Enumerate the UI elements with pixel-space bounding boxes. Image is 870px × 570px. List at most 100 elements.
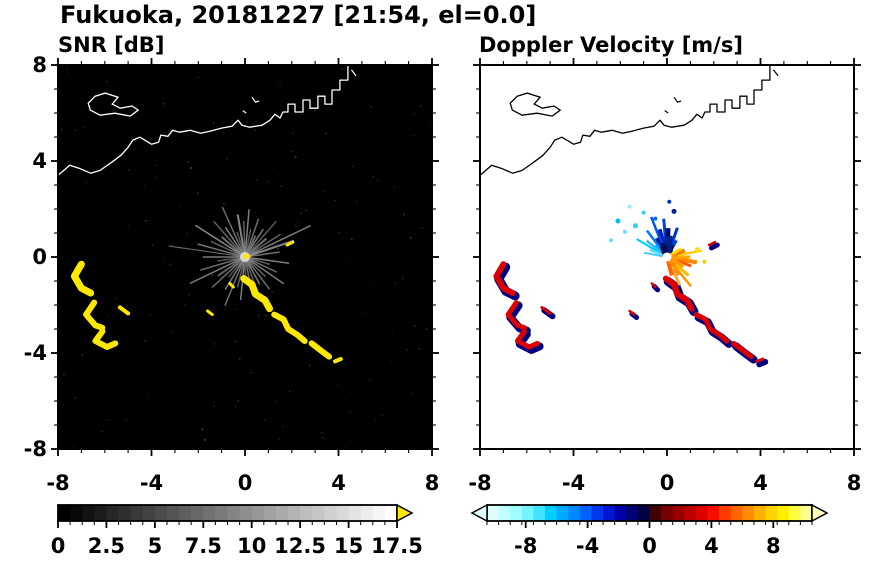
radar-beam-streak [669, 247, 682, 257]
snr-echo [83, 299, 106, 331]
x-tick-label: -4 [140, 471, 163, 495]
snr-panel-title: SNR [dB] [58, 33, 165, 57]
vel-dot [653, 216, 658, 221]
vel-panel-title: Doppler Velocity [m/s] [479, 33, 743, 57]
radar-beam-streak [245, 218, 260, 254]
radar-beam-streak [217, 256, 242, 262]
coastline [480, 65, 771, 176]
y-tick-label: 0 [32, 245, 47, 269]
vel-dot [671, 208, 677, 214]
vel-colorbar-label: 8 [766, 534, 781, 558]
vel-echo [540, 305, 552, 315]
radar-beam-streak [168, 245, 242, 257]
radar-beam-streak [248, 256, 290, 265]
vel-colorbar-label: -8 [514, 534, 537, 558]
radar-beam-streak [643, 251, 664, 258]
vel-dot [615, 218, 621, 224]
radar-beam-streak [636, 238, 665, 256]
vel-dot [622, 229, 627, 234]
x-tick-label: 8 [847, 471, 862, 495]
snr-echo [308, 340, 333, 360]
radar-beam-streak [246, 259, 271, 290]
vel-echo-edge [756, 358, 769, 368]
snr-echo [333, 357, 343, 364]
vel-plot-area [480, 65, 854, 449]
x-tick-label: 4 [753, 471, 768, 495]
snr-colorbar-label: 7.5 [185, 534, 222, 558]
snr-axes: -8 -4 0 4 8 8 4 0 -4 -8 [24, 53, 440, 495]
radar-beam-streak [247, 259, 267, 278]
vel-echo [505, 300, 527, 331]
radar-beam-streak [247, 258, 285, 285]
vel-colorbar: -8 -4 0 4 8 [470, 503, 829, 558]
radar-beam-streak [217, 258, 243, 277]
radar-beam-streak [246, 260, 261, 285]
vel-echo [755, 357, 765, 363]
snr-colorbar-label: 2.5 [88, 534, 125, 558]
radar-beam-streak [248, 258, 278, 273]
radar-beam-streak [194, 224, 243, 256]
radar-beam-streak [227, 259, 243, 278]
radar-beam-streak [247, 237, 268, 256]
snr-plot-border [57, 64, 433, 450]
vel-echo [707, 240, 717, 247]
radar-beam-streak [245, 235, 257, 254]
radar-beam-streak [221, 236, 243, 256]
island-outline [509, 92, 562, 117]
radar-beam-streak [224, 260, 245, 306]
y-tick-label: 8 [32, 53, 47, 77]
snr-echo [271, 311, 308, 344]
radar-beam-streak [197, 243, 242, 257]
vel-axes: -8 -4 0 4 8 [468, 58, 861, 495]
vel-dot [632, 223, 638, 229]
vel-dot [641, 210, 646, 215]
snr-colorbar-label: 0 [51, 534, 66, 558]
radar-beam-streak [645, 239, 665, 256]
x-tick-label: 0 [660, 471, 675, 495]
radar-beam-streak [245, 228, 252, 254]
radar-beam-streak [659, 244, 669, 255]
snr-echo [228, 281, 235, 289]
radar-beam-streak [211, 259, 243, 289]
snr-echo [206, 309, 214, 317]
vel-echo [514, 328, 540, 350]
x-tick-label: -8 [46, 471, 69, 495]
radar-site-hole [662, 252, 672, 262]
radar-beam-streak [248, 224, 312, 256]
islet-outline [673, 96, 682, 103]
y-tick-label: 4 [32, 149, 47, 173]
snr-over-range-arrow [396, 503, 414, 523]
snr-echo [285, 240, 295, 247]
islet-outline [350, 69, 357, 77]
radar-beam-streak [248, 251, 280, 258]
radar-beam-streak [224, 260, 244, 290]
radar-beam-streak [213, 220, 243, 255]
radar-beam-streak [649, 248, 664, 257]
snr-colorbar-label: 5 [148, 534, 163, 558]
x-tick-label: -4 [562, 471, 585, 495]
coastline [58, 65, 349, 176]
radar-beam-streak [246, 228, 264, 255]
vel-colorbar-label: 4 [704, 534, 719, 558]
x-tick-label: 4 [331, 471, 346, 495]
snr-colorbar-label: 10 [237, 534, 266, 558]
vel-echo [650, 282, 657, 289]
snr-echo [117, 305, 131, 316]
snr-echo [70, 260, 95, 297]
radar-site-marker [243, 253, 252, 260]
vel-echo [693, 312, 730, 344]
radar-beam-streak [189, 258, 242, 285]
vel-colorbar-label: -4 [576, 534, 599, 558]
vel-under-range-arrow [470, 503, 488, 523]
snr-colorbar-label: 15 [334, 534, 363, 558]
islet-outline [664, 110, 669, 114]
radar-beam-streak [669, 254, 679, 264]
snr-plot-area [58, 65, 432, 449]
y-tick-label: -8 [24, 437, 47, 461]
vel-echo [662, 275, 695, 312]
x-tick-label: 8 [425, 471, 440, 495]
islet-outline [772, 69, 779, 77]
radar-beam-streak [666, 260, 674, 277]
radar-beam-streak [199, 257, 242, 271]
